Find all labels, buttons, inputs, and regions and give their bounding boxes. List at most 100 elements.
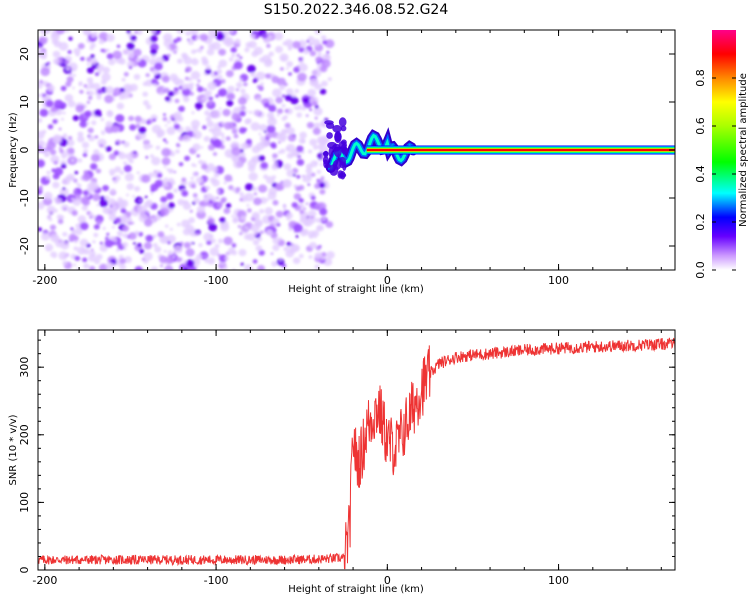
spectrogram-noise-blob	[258, 184, 268, 193]
spectrogram-noise-blob	[309, 242, 317, 249]
spectrogram-noise-blob	[192, 130, 202, 140]
spectrogram-noise-blob	[272, 153, 278, 159]
spectrogram-noise-blob	[247, 208, 252, 213]
spectrogram-noise-blob	[71, 230, 76, 235]
spectrogram-noise-blob	[327, 77, 332, 82]
spectrogram-noise-blob	[309, 42, 313, 46]
spectrogram-noise-blob	[239, 110, 246, 117]
spectrogram-noise-blob	[298, 57, 303, 62]
spectrogram-noise-blob	[48, 217, 53, 222]
spectrogram-noise-blob	[104, 239, 114, 248]
spectrogram-noise-blob	[308, 255, 313, 259]
spectrogram-noise-blob	[252, 259, 258, 264]
spectrogram-noise-blob	[206, 48, 215, 56]
spectrogram-noise-blob	[275, 210, 284, 218]
spectrogram-noise-blob	[205, 177, 209, 181]
spectrogram-noise-blob	[120, 208, 127, 214]
spectrogram-marks	[38, 30, 675, 270]
spectrogram-y-tick-label: 20	[18, 47, 31, 61]
spectrogram-noise-blob	[290, 96, 299, 105]
spectrogram-noise-blob	[47, 84, 55, 92]
snr-panel: -200 -100 0 100 0 100 200 300 Height of straigh…	[8, 329, 676, 595]
spectrogram-noise-blob	[177, 91, 181, 94]
spectrogram-noise-blob	[72, 263, 77, 267]
spectrogram-noise-blob	[284, 39, 293, 47]
spectrogram-noise-blob	[306, 39, 310, 43]
spectrogram-noise-blob	[125, 153, 134, 160]
spectrogram-noise-blob	[218, 59, 228, 68]
spectrogram-noise-blob	[144, 195, 148, 199]
spectrogram-noise-blob	[223, 236, 233, 246]
spectrogram-noise-blob	[307, 149, 313, 154]
spectrogram-noise-blob	[115, 114, 125, 123]
spectrogram-noise-blob	[94, 258, 101, 265]
spectrogram-noise-blob	[152, 69, 160, 75]
spectrogram-noise-blob	[150, 48, 158, 55]
spectrogram-noise-blob	[86, 87, 90, 90]
spectrogram-noise-blob	[216, 202, 223, 208]
spectrogram-noise-blob	[175, 81, 180, 86]
spectrogram-noise-blob	[177, 58, 183, 64]
spectrogram-noise-blob	[110, 188, 116, 194]
spectrogram-noise-blob	[79, 105, 85, 110]
spectrogram-noise-blob	[207, 257, 216, 265]
spectrogram-noise-blob	[201, 163, 208, 170]
spectrogram-noise-blob	[296, 159, 305, 166]
spectrogram-noise-blob	[183, 56, 193, 65]
spectrogram-noise-blob	[312, 68, 322, 78]
spectrogram-noise-blob	[90, 163, 98, 170]
spectrogram-noise-blob	[123, 83, 132, 92]
spectrogram-noise-blob	[142, 91, 149, 97]
spectrogram-noise-blob	[171, 181, 176, 185]
spectrogram-noise-blob	[106, 232, 110, 236]
spectrogram-noise-blob	[260, 162, 269, 169]
spectrogram-noise-blob	[307, 88, 317, 97]
spectrogram-transition-blob	[329, 164, 339, 176]
spectrogram-noise-blob	[250, 72, 256, 77]
spectrogram-noise-blob	[145, 73, 150, 77]
spectrogram-noise-blob	[77, 131, 84, 137]
spectrogram-noise-blob	[240, 262, 244, 266]
spectrogram-noise-blob	[259, 135, 266, 141]
snr-x-tick-label: -100	[204, 574, 229, 587]
spectrogram-noise-blob	[299, 131, 307, 139]
spectrogram-noise-blob	[293, 184, 297, 187]
spectrogram-noise-blob	[227, 251, 232, 256]
spectrogram-noise-blob	[221, 135, 225, 139]
spectrogram-noise-blob	[78, 81, 83, 86]
spectrogram-noise-blob	[144, 219, 153, 227]
spectrogram-noise-blob	[281, 103, 286, 108]
spectrogram-noise-blob	[288, 47, 292, 51]
spectrogram-noise-blob	[200, 146, 204, 149]
spectrogram-transition-blob	[322, 151, 329, 156]
spectrogram-noise-blob	[322, 40, 328, 45]
snr-frame	[37, 329, 676, 571]
spectrogram-transition-blob	[334, 131, 342, 143]
spectrogram-noise-blob	[136, 171, 140, 175]
spectrogram-noise-blob	[150, 114, 158, 121]
spectrogram-noise-blob	[96, 95, 102, 100]
spectrogram-noise-blob	[178, 79, 184, 85]
spectrogram-noise-blob	[255, 142, 265, 151]
spectrogram-noise-blob	[237, 225, 242, 228]
spectrogram-transition-blob	[324, 120, 334, 125]
spectrogram-noise-blob	[255, 220, 263, 227]
spectrogram-noise-blob	[251, 157, 255, 162]
spectrogram-noise-blob	[274, 32, 284, 41]
spectrogram-noise-blob	[272, 88, 282, 98]
spectrogram-noise-blob	[75, 223, 81, 229]
spectrogram-noise-blob	[83, 263, 90, 269]
spectrogram-noise-blob	[270, 252, 274, 255]
spectrogram-noise-blob	[134, 115, 142, 123]
spectrogram-noise-blob	[217, 253, 221, 257]
spectrogram-noise-blob	[173, 115, 181, 121]
spectrogram-noise-blob	[111, 241, 116, 246]
spectrogram-noise-blob	[208, 30, 217, 37]
spectrogram-noise-blob	[102, 226, 106, 230]
spectrogram-noise-blob	[207, 217, 215, 225]
spectrogram-noise-blob	[298, 63, 308, 72]
spectrogram-noise-blob	[293, 66, 301, 73]
spectrogram-noise-blob	[235, 88, 239, 92]
